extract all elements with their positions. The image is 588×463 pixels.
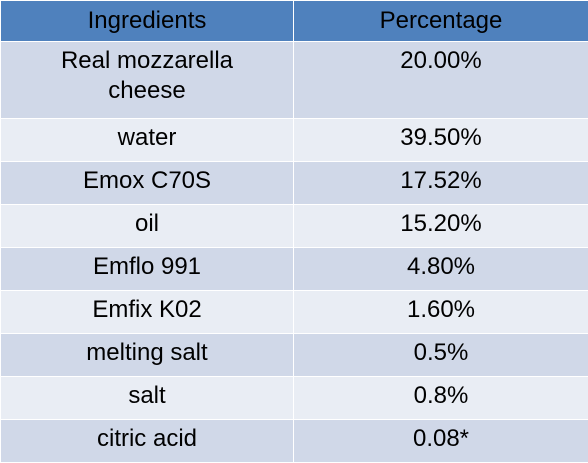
ingredient-cell: Emox C70S	[1, 162, 294, 205]
ingredient-cell: oil	[1, 205, 294, 248]
ingredient-cell: Emflo 991	[1, 248, 294, 291]
header-ingredients: Ingredients	[1, 1, 294, 42]
ingredient-cell: water	[1, 119, 294, 162]
percentage-cell: 4.80%	[294, 248, 588, 291]
ingredient-cell: melting salt	[1, 334, 294, 377]
percentage-cell: 0.08*	[294, 420, 588, 463]
table-row: Emfix K02 1.60%	[1, 291, 588, 334]
table-row: oil 15.20%	[1, 205, 588, 248]
table-header-row: Ingredients Percentage	[1, 1, 588, 42]
percentage-cell: 0.5%	[294, 334, 588, 377]
table-row: citric acid 0.08*	[1, 420, 588, 463]
percentage-cell: 0.8%	[294, 377, 588, 420]
table-row: salt 0.8%	[1, 377, 588, 420]
percentage-cell: 1.60%	[294, 291, 588, 334]
ingredient-cell: Real mozzarella cheese	[1, 42, 294, 119]
ingredient-cell: salt	[1, 377, 294, 420]
table-row: Emox C70S 17.52%	[1, 162, 588, 205]
table-row: Emflo 991 4.80%	[1, 248, 588, 291]
header-percentage: Percentage	[294, 1, 588, 42]
percentage-cell: 15.20%	[294, 205, 588, 248]
percentage-cell: 39.50%	[294, 119, 588, 162]
table-row: melting salt 0.5%	[1, 334, 588, 377]
ingredient-cell: citric acid	[1, 420, 294, 463]
ingredient-cell: Emfix K02	[1, 291, 294, 334]
percentage-cell: 20.00%	[294, 42, 588, 119]
table-row: Real mozzarella cheese 20.00%	[1, 42, 588, 119]
table-row: water 39.50%	[1, 119, 588, 162]
percentage-cell: 17.52%	[294, 162, 588, 205]
